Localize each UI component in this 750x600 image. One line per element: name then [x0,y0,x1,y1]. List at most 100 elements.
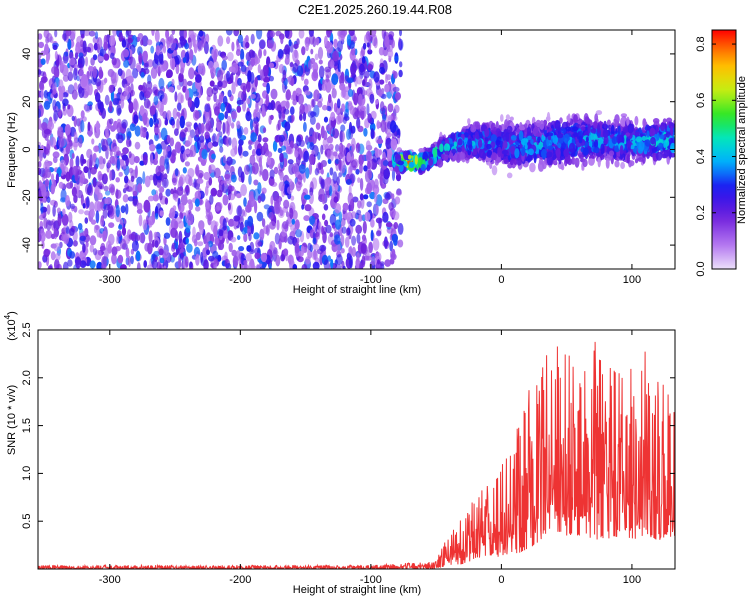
heatmap-cell [620,115,628,127]
heatmap-cell [593,131,599,142]
heatmap-cell [149,152,154,166]
heatmap-cell [432,155,438,165]
heatmap-cell [410,160,415,168]
heatmap-cell [52,88,57,95]
heatmap-cell [188,149,194,158]
heatmap-cell [330,239,338,247]
heatmap-cell [159,58,164,65]
heatmap-cell [658,142,663,150]
heatmap-cell [421,163,429,169]
heatmap-cell [160,140,167,150]
heatmap-cell [155,144,162,150]
heatmap-cell [667,121,671,128]
heatmap-cell [659,143,665,152]
heatmap-cell [38,108,42,115]
heatmap-cell [623,150,627,161]
heatmap-cell [159,94,167,105]
heatmap-cell [210,67,217,78]
heatmap-cell [283,140,289,150]
heatmap-cell [481,133,488,141]
heatmap-cell [84,197,90,210]
heatmap-cell [526,141,532,150]
heatmap-cell [309,134,314,147]
heatmap-cell [376,120,380,130]
heatmap-cell [194,190,201,200]
heatmap-cell [266,161,270,168]
heatmap-cell [480,136,484,141]
heatmap-cell [500,142,506,153]
heatmap-cell [568,140,574,148]
heatmap-cell [40,211,44,219]
heatmap-cell [433,149,438,158]
heatmap-cell [666,148,673,155]
heatmap-cell [535,145,539,157]
heatmap-cell [218,135,224,148]
heatmap-cell [180,67,184,75]
heatmap-cell [532,137,539,147]
heatmap-cell [500,123,505,132]
heatmap-cell [570,127,576,132]
heatmap-cell [43,123,48,136]
heatmap-cell [86,70,90,81]
heatmap-cell [452,145,458,154]
heatmap-cell [329,262,333,269]
heatmap-cell [435,148,440,157]
heatmap-cell [415,155,421,163]
heatmap-cell [468,140,474,152]
heatmap-cell [482,145,488,155]
heatmap-cell [489,153,494,163]
heatmap-cell [437,141,443,148]
heatmap-cell [366,182,372,195]
heatmap-cell [557,142,562,149]
heatmap-cell [55,173,60,184]
heatmap-cell [348,30,355,36]
heatmap-cell [531,136,537,143]
heatmap-cell [224,137,229,146]
heatmap-cell [409,157,413,166]
heatmap-cell [572,126,579,131]
heatmap-cell [199,38,204,45]
heatmap-cell [662,149,669,156]
heatmap-cell [662,118,667,124]
heatmap-cell [256,150,263,163]
heatmap-cell [309,187,314,196]
heatmap-cell [222,154,227,164]
heatmap-cell [611,132,617,144]
heatmap-cell [268,205,275,218]
heatmap-cell [601,149,607,154]
heatmap-cell [136,234,140,241]
heatmap-cell [303,150,310,163]
heatmap-cell [178,246,186,258]
heatmap-cell [292,264,298,269]
heatmap-cell [241,90,247,102]
heatmap-cell [638,140,645,152]
heatmap-cell [507,158,511,163]
heatmap-cell [484,142,489,149]
heatmap-cell [395,92,401,101]
heatmap-cell [333,196,339,203]
heatmap-cell [555,122,560,127]
heatmap-cell [326,105,332,111]
heatmap-cell [663,149,670,157]
heatmap-cell [669,135,675,142]
heatmap-cell [547,147,552,158]
heatmap-cell [218,229,224,237]
heatmap-cell [561,132,568,139]
heatmap-cell [592,145,598,153]
heatmap-cell [65,138,70,151]
heatmap-cell [351,158,359,169]
heatmap-cell [288,205,294,214]
heatmap-cell [482,152,487,160]
heatmap-cell [608,133,615,144]
heatmap-cell [396,155,401,161]
heatmap-cell [198,172,203,179]
heatmap-cell [644,139,651,148]
heatmap-cell [109,35,116,43]
heatmap-cell [465,129,471,139]
heatmap-cell [568,129,574,134]
heatmap-cell [245,80,251,93]
heatmap-cell [53,77,61,88]
heatmap-cell [276,53,282,63]
heatmap-cell [208,125,214,133]
heatmap-cell [144,219,151,230]
